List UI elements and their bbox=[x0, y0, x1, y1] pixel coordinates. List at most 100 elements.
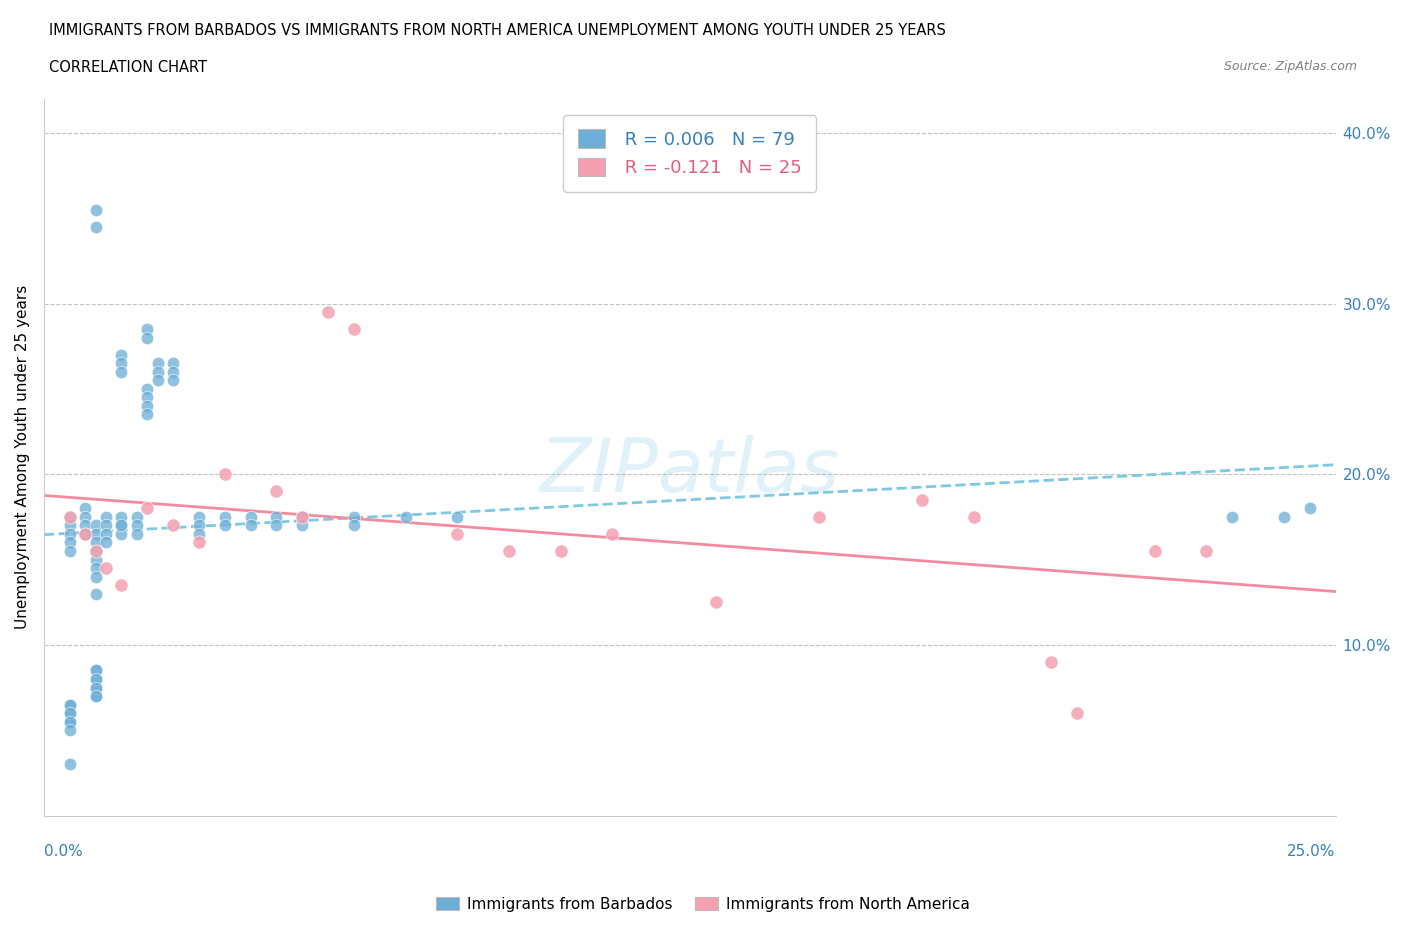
Point bbox=[136, 330, 159, 345]
Text: IMMIGRANTS FROM BARBADOS VS IMMIGRANTS FROM NORTH AMERICA UNEMPLOYMENT AMONG YOU: IMMIGRANTS FROM BARBADOS VS IMMIGRANTS F… bbox=[49, 23, 946, 38]
Point bbox=[75, 526, 97, 541]
Text: 0.0%: 0.0% bbox=[44, 844, 83, 859]
Point bbox=[110, 518, 132, 533]
Point bbox=[110, 356, 132, 371]
Point bbox=[807, 510, 830, 525]
Point bbox=[1143, 543, 1166, 558]
Point bbox=[84, 535, 107, 550]
Point bbox=[136, 398, 159, 413]
Point bbox=[94, 510, 117, 525]
Point bbox=[84, 586, 107, 601]
Point bbox=[162, 365, 184, 379]
Point bbox=[94, 535, 117, 550]
Point bbox=[59, 706, 82, 721]
Point bbox=[446, 510, 468, 525]
Point bbox=[266, 518, 288, 533]
Point bbox=[214, 467, 236, 482]
Point bbox=[1272, 510, 1295, 525]
Point bbox=[75, 526, 97, 541]
Point bbox=[59, 510, 82, 525]
Point bbox=[146, 356, 169, 371]
Point bbox=[343, 322, 366, 337]
Point bbox=[239, 510, 262, 525]
Point bbox=[75, 501, 97, 516]
Point bbox=[94, 561, 117, 576]
Point bbox=[84, 219, 107, 234]
Point bbox=[550, 543, 572, 558]
Point bbox=[343, 510, 366, 525]
Point bbox=[1040, 655, 1063, 670]
Point bbox=[125, 510, 148, 525]
Point bbox=[125, 518, 148, 533]
Point bbox=[59, 543, 82, 558]
Point bbox=[59, 698, 82, 712]
Point bbox=[84, 543, 107, 558]
Point bbox=[59, 510, 82, 525]
Point bbox=[187, 535, 209, 550]
Point bbox=[394, 510, 416, 525]
Point bbox=[162, 373, 184, 388]
Point bbox=[84, 518, 107, 533]
Point bbox=[316, 305, 339, 320]
Text: ZIPatlas: ZIPatlas bbox=[540, 435, 839, 508]
Point bbox=[963, 510, 986, 525]
Text: Source: ZipAtlas.com: Source: ZipAtlas.com bbox=[1223, 60, 1357, 73]
Text: CORRELATION CHART: CORRELATION CHART bbox=[49, 60, 207, 75]
Legend:  R = 0.006   N = 79,  R = -0.121   N = 25: R = 0.006 N = 79, R = -0.121 N = 25 bbox=[564, 115, 817, 192]
Point bbox=[266, 484, 288, 498]
Point bbox=[187, 510, 209, 525]
Point bbox=[84, 569, 107, 584]
Point bbox=[110, 365, 132, 379]
Point bbox=[59, 757, 82, 772]
Point bbox=[110, 578, 132, 592]
Point bbox=[84, 561, 107, 576]
Point bbox=[911, 492, 934, 507]
Point bbox=[146, 373, 169, 388]
Point bbox=[136, 322, 159, 337]
Point bbox=[84, 663, 107, 678]
Point bbox=[59, 706, 82, 721]
Point bbox=[59, 526, 82, 541]
Point bbox=[498, 543, 520, 558]
Point bbox=[704, 595, 727, 610]
Point bbox=[291, 510, 314, 525]
Point bbox=[75, 510, 97, 525]
Point bbox=[84, 671, 107, 686]
Point bbox=[136, 381, 159, 396]
Point bbox=[75, 518, 97, 533]
Point bbox=[1299, 501, 1322, 516]
Point bbox=[136, 501, 159, 516]
Point bbox=[1220, 510, 1243, 525]
Point bbox=[214, 510, 236, 525]
Point bbox=[1066, 706, 1088, 721]
Point bbox=[239, 518, 262, 533]
Text: 25.0%: 25.0% bbox=[1286, 844, 1336, 859]
Point bbox=[146, 365, 169, 379]
Point bbox=[59, 714, 82, 729]
Point bbox=[84, 663, 107, 678]
Point bbox=[84, 202, 107, 217]
Point bbox=[110, 510, 132, 525]
Point bbox=[343, 518, 366, 533]
Point bbox=[291, 518, 314, 533]
Point bbox=[187, 526, 209, 541]
Point bbox=[59, 535, 82, 550]
Point bbox=[187, 518, 209, 533]
Legend: Immigrants from Barbados, Immigrants from North America: Immigrants from Barbados, Immigrants fro… bbox=[430, 890, 976, 918]
Point bbox=[110, 347, 132, 362]
Point bbox=[84, 680, 107, 695]
Point bbox=[125, 526, 148, 541]
Point bbox=[291, 510, 314, 525]
Point bbox=[59, 714, 82, 729]
Point bbox=[84, 671, 107, 686]
Point bbox=[162, 518, 184, 533]
Point bbox=[214, 518, 236, 533]
Point bbox=[600, 526, 623, 541]
Point bbox=[1195, 543, 1218, 558]
Point bbox=[266, 510, 288, 525]
Point bbox=[84, 688, 107, 703]
Point bbox=[59, 723, 82, 737]
Point bbox=[84, 680, 107, 695]
Point bbox=[110, 518, 132, 533]
Y-axis label: Unemployment Among Youth under 25 years: Unemployment Among Youth under 25 years bbox=[15, 285, 30, 630]
